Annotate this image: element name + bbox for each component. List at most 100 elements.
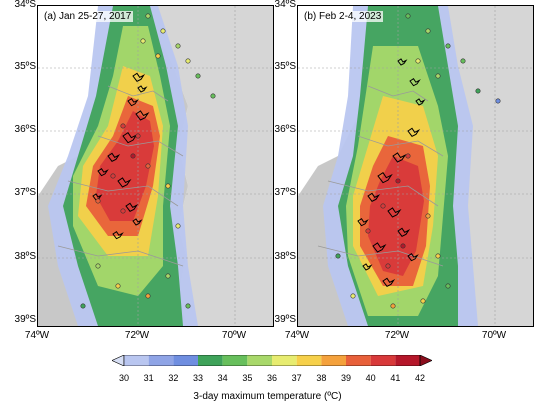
weather-station	[425, 28, 431, 34]
stations-b	[335, 13, 501, 309]
lat-label-b-39: 39ºS	[274, 314, 296, 325]
lon-label-b-70: 70ºW	[481, 330, 507, 341]
weather-station	[145, 163, 151, 169]
lat-label-b-35: 35ºS	[274, 61, 296, 72]
weather-station	[80, 303, 86, 309]
lat-label-a-39: 39ºS	[14, 314, 36, 325]
weather-station	[385, 263, 391, 269]
lat-label-a-38: 38ºS	[14, 251, 36, 262]
fire-perimeter	[367, 192, 381, 202]
weather-station	[185, 303, 191, 309]
weather-station	[435, 253, 441, 259]
colorbar-tick-label: 35	[242, 373, 253, 383]
fire-perimeter	[372, 242, 387, 253]
colorbar-extend-high	[419, 355, 432, 366]
fire-perimeter	[409, 77, 421, 87]
fire-perimeter	[392, 152, 407, 163]
colorbar-tick-label: 41	[390, 373, 401, 383]
colorbar-swatch	[370, 355, 396, 366]
weather-station	[95, 198, 101, 204]
colorbar-swatch	[222, 355, 248, 366]
weather-station	[175, 43, 181, 49]
weather-station	[155, 53, 161, 59]
lon-label-a-72: 72ºW	[124, 330, 150, 341]
panel-a-label: (a) Jan 25-27, 2017	[42, 11, 134, 22]
weather-station	[115, 283, 121, 289]
weather-station	[405, 153, 411, 159]
weather-station	[395, 178, 401, 184]
colorbar	[112, 355, 432, 366]
fire-perimeter	[135, 110, 150, 121]
region-borders	[57, 85, 184, 267]
colorbar-extend-low	[112, 355, 125, 366]
weather-station	[110, 173, 116, 179]
fire-perimeter	[107, 152, 121, 162]
fire-perimeter	[415, 98, 426, 106]
fire-perimeter	[362, 263, 373, 271]
land-polygon	[128, 6, 273, 326]
lat-label-a-35: 35ºS	[14, 61, 36, 72]
temperature-field-a	[48, 6, 198, 326]
colorbar-tick-label: 42	[414, 373, 425, 383]
fire-perimeter	[137, 85, 148, 93]
lon-label-b-74: 74ºW	[284, 330, 310, 341]
colorbar-swatch	[296, 355, 322, 366]
weather-station	[405, 13, 411, 19]
lat-label-b-36: 36ºS	[274, 124, 296, 135]
fire-perimeter	[377, 171, 393, 184]
weather-station	[165, 183, 171, 189]
lat-label-b-34: 34ºS	[274, 0, 296, 10]
colorbar-tick-label: 31	[143, 373, 154, 383]
fire-perimeter	[132, 72, 146, 82]
weather-station	[95, 263, 101, 269]
fire-perimeter	[117, 177, 132, 188]
fire-perimeter	[357, 217, 369, 227]
weather-station	[210, 93, 216, 99]
colorbar-swatch	[272, 355, 297, 366]
colorbar-frame	[123, 355, 421, 366]
lat-label-a-34: 34ºS	[14, 0, 36, 10]
weather-station	[195, 73, 201, 79]
colorbar-swatch	[198, 355, 223, 366]
lon-label-a-74: 74ºW	[24, 330, 50, 341]
map-canvas-a	[38, 6, 273, 326]
weather-station	[335, 253, 341, 259]
weather-station	[120, 208, 126, 214]
temp-contour	[368, 156, 424, 276]
weather-station	[420, 298, 426, 304]
weather-station	[130, 153, 136, 159]
weather-station	[400, 243, 406, 249]
colorbar-swatch	[124, 355, 149, 366]
stations-a	[80, 13, 216, 309]
weather-station	[435, 73, 441, 79]
colorbar-swatch	[321, 355, 346, 366]
fire-perimeter	[397, 58, 408, 66]
fire-perimeter	[132, 218, 143, 226]
lat-label-a-37: 37ºS	[14, 187, 36, 198]
lon-label-a-70: 70ºW	[221, 330, 247, 341]
weather-station	[145, 13, 151, 19]
lat-label-b-37: 37ºS	[274, 187, 296, 198]
panel-b-label: (b) Feb 2-4, 2023	[302, 11, 384, 22]
fire-perimeters-b	[357, 58, 426, 287]
fire-perimeter	[407, 127, 421, 137]
lat-label-a-36: 36ºS	[14, 124, 36, 135]
colorbar-swatch	[395, 355, 420, 366]
colorbar-tick-label: 40	[365, 373, 376, 383]
colorbar-swatch	[148, 355, 174, 366]
grid-lines	[38, 6, 273, 326]
map-canvas-b	[298, 6, 533, 326]
weather-station	[445, 43, 451, 49]
fire-perimeter	[407, 252, 419, 262]
fire-perimeter	[125, 202, 139, 212]
weather-station	[445, 283, 451, 289]
weather-station	[495, 98, 501, 104]
fire-perimeter	[387, 207, 402, 218]
weather-station	[460, 58, 466, 64]
fire-perimeter	[397, 227, 411, 237]
weather-station	[365, 228, 371, 234]
colorbar-tick-label: 33	[192, 373, 203, 383]
temp-contour	[96, 111, 154, 221]
weather-station	[120, 123, 126, 129]
